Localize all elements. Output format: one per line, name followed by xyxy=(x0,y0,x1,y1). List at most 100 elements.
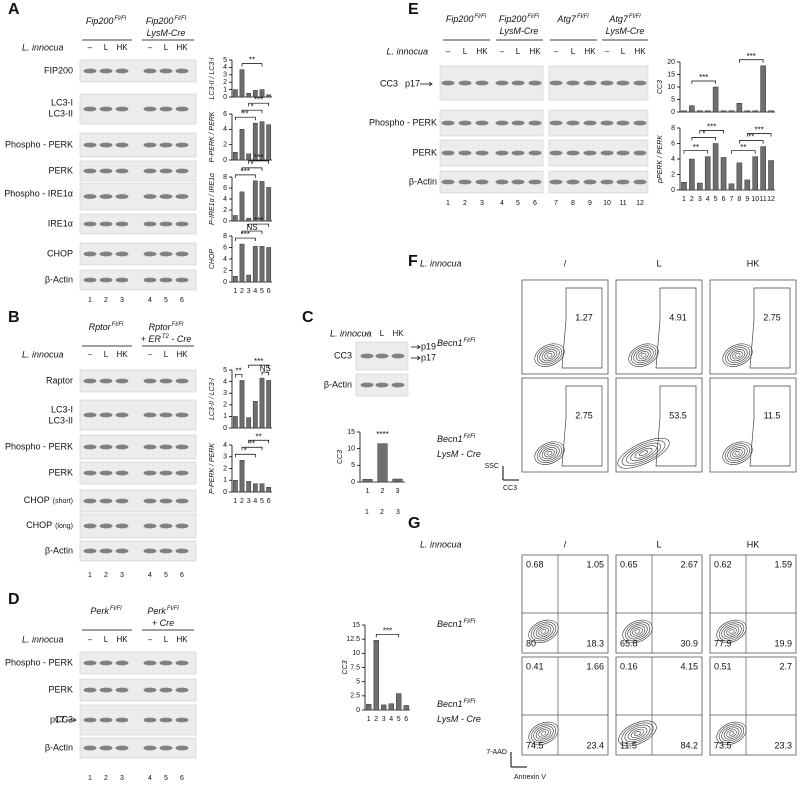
blot-band xyxy=(99,548,113,554)
bar xyxy=(239,243,245,283)
row-label: Becn1Fl/Fl xyxy=(437,338,476,349)
lane-number: 6 xyxy=(533,200,537,207)
quadrant-percent: 0.51 xyxy=(714,661,732,671)
blot-band xyxy=(633,120,647,126)
blot-band xyxy=(83,277,97,283)
blot-band xyxy=(511,179,525,185)
blot-band xyxy=(583,179,597,185)
row-label: PERK xyxy=(412,147,437,157)
contour xyxy=(635,349,652,362)
blot-strip xyxy=(548,170,649,194)
blot-band xyxy=(83,412,97,418)
label-part: LysM-Cre xyxy=(606,26,645,36)
significance-bracket xyxy=(248,160,270,164)
row-label: Becn1Fl/Fl xyxy=(437,699,476,710)
blot-band xyxy=(143,251,157,257)
blot-band xyxy=(549,150,563,156)
lane-number: 6 xyxy=(180,297,184,304)
label-part: Fl/Fl xyxy=(114,16,126,22)
blot-band xyxy=(475,150,489,156)
contour xyxy=(716,619,747,644)
contour xyxy=(539,347,560,364)
blot-band xyxy=(175,378,189,384)
bar xyxy=(252,90,258,98)
row-label: PERK xyxy=(48,165,73,175)
panel-label: D xyxy=(8,591,20,608)
blot-band xyxy=(175,660,189,666)
x-tick-label: 12 xyxy=(767,196,775,203)
contour xyxy=(533,725,554,742)
contour xyxy=(728,629,735,634)
gate xyxy=(561,385,603,467)
label-part: Rptor xyxy=(149,322,172,332)
contour xyxy=(528,721,559,746)
y-tick-label: 3 xyxy=(223,454,227,461)
contour xyxy=(721,623,742,640)
x-tick-label: 5 xyxy=(714,196,718,203)
plot-frame xyxy=(615,377,703,473)
blot-band xyxy=(159,470,173,476)
treatment-label: L. innocua xyxy=(386,46,428,56)
contour xyxy=(539,445,560,462)
row-label: LysM - Cre xyxy=(437,714,481,724)
blot-band xyxy=(583,150,597,156)
contour xyxy=(540,731,547,736)
blot-band xyxy=(143,548,157,554)
row-label: CC3 xyxy=(55,714,73,724)
y-tick-label: 0 xyxy=(671,187,675,194)
contour xyxy=(622,619,653,644)
gate-percent: 2.75 xyxy=(575,410,593,420)
column-label: / xyxy=(564,258,567,268)
blot-strip xyxy=(79,461,197,485)
gate-percent: 53.5 xyxy=(669,410,687,420)
treatment: L xyxy=(104,43,109,52)
y-tick-label: 2 xyxy=(223,142,227,149)
blot-band xyxy=(115,251,129,257)
plot-frame xyxy=(709,554,797,654)
y-tick-label: 2 xyxy=(223,267,227,274)
quadrant-percent: 19.9 xyxy=(774,638,792,648)
band-label: p17 xyxy=(421,352,436,362)
y-tick-label: 0 xyxy=(223,157,227,164)
lane-number: 10 xyxy=(603,200,611,207)
y-tick-label: 4 xyxy=(223,442,227,449)
contour xyxy=(618,720,657,747)
significance-bracket xyxy=(241,230,263,235)
y-tick-label: 1 xyxy=(223,477,227,484)
lane-number: 2 xyxy=(104,297,108,304)
contour xyxy=(621,722,654,745)
treatment: HK xyxy=(176,635,188,644)
blot-band xyxy=(159,251,173,257)
blot-band xyxy=(143,687,157,693)
significance-label: ** xyxy=(748,133,754,142)
bar xyxy=(252,246,258,283)
x-tick-label: 3 xyxy=(382,716,386,723)
y-tick-label: 0 xyxy=(223,94,227,101)
significance-label: ** xyxy=(249,439,255,448)
gate xyxy=(655,287,697,369)
label-part: Fl/Fl xyxy=(464,434,476,440)
blot-band xyxy=(159,106,173,112)
blot-band xyxy=(175,687,189,693)
y-tick-label: 0 xyxy=(671,109,675,116)
blot-strip xyxy=(439,170,544,194)
contour xyxy=(627,623,648,640)
plot-frame xyxy=(521,554,609,654)
blot-band xyxy=(143,277,157,283)
gate-percent: 1.27 xyxy=(575,312,593,322)
treatment: – xyxy=(148,350,153,359)
significance-bracket xyxy=(234,116,256,121)
y-tick-label: 1 xyxy=(223,413,227,420)
y-tick-label: 2.5 xyxy=(350,693,360,700)
blot-band xyxy=(495,179,509,185)
blot-strip xyxy=(79,269,197,291)
treatment: – xyxy=(605,47,610,56)
band-arrow xyxy=(420,81,433,87)
contour xyxy=(536,345,563,365)
label-part: Fl/Fl xyxy=(464,699,476,705)
gate xyxy=(561,287,603,369)
blot-band xyxy=(143,106,157,112)
x-tick-label: 2 xyxy=(240,498,244,505)
significance-label: ** xyxy=(236,367,242,376)
blot-band xyxy=(99,168,113,174)
